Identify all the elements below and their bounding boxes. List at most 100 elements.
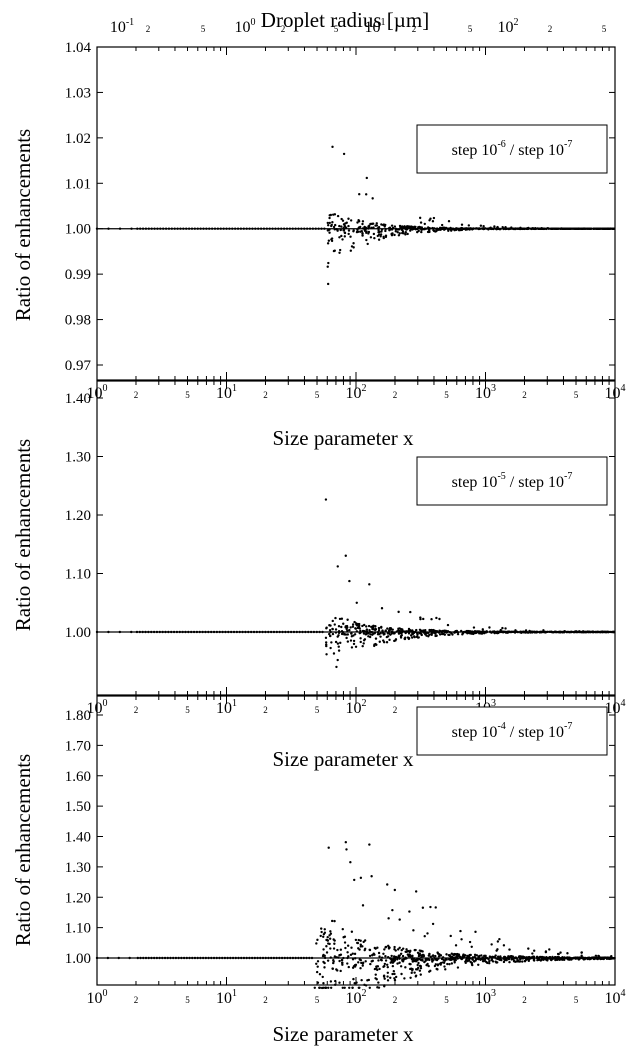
- x-tick-label-minor: 5: [315, 390, 320, 400]
- data-point: [377, 959, 380, 962]
- data-point: [594, 954, 598, 958]
- x-tick-label-minor: 2: [393, 390, 398, 400]
- data-point: [404, 636, 407, 639]
- data-point: [416, 633, 419, 636]
- data-point: [245, 227, 248, 230]
- data-point: [434, 963, 438, 966]
- data-point: [350, 632, 353, 635]
- data-point: [494, 631, 498, 634]
- data-point: [424, 628, 427, 632]
- data-point: [375, 978, 378, 981]
- data-point: [329, 213, 333, 217]
- data-point: [607, 956, 610, 959]
- data-point: [359, 943, 362, 946]
- data-point: [559, 951, 562, 954]
- data-point: [430, 628, 433, 632]
- data-point: [413, 635, 416, 638]
- top-axis-tick-label: 2: [146, 24, 151, 34]
- data-point: [414, 228, 418, 231]
- data-point: [364, 193, 368, 196]
- data-point: [381, 223, 385, 227]
- data-point: [380, 626, 383, 629]
- data-point: [398, 954, 401, 957]
- data-point: [259, 227, 263, 230]
- data-point: [525, 956, 528, 959]
- data-point: [457, 227, 460, 230]
- data-point: [341, 238, 344, 241]
- data-point: [353, 952, 357, 956]
- data-point: [361, 624, 364, 628]
- data-point: [398, 961, 401, 964]
- data-point: [451, 956, 454, 960]
- data-point: [317, 227, 320, 230]
- data-point: [404, 226, 408, 230]
- data-point: [331, 221, 334, 224]
- data-point: [377, 981, 380, 984]
- data-point: [342, 622, 345, 625]
- data-point: [271, 227, 274, 230]
- data-point: [358, 627, 361, 630]
- x-tick-label-minor: 2: [134, 390, 139, 400]
- data-point: [377, 238, 381, 241]
- data-point: [177, 956, 180, 960]
- data-point: [390, 954, 393, 958]
- data-point: [351, 986, 354, 989]
- data-point: [464, 954, 467, 957]
- data-point: [396, 958, 399, 961]
- x-tick-label-major: 100: [87, 698, 108, 717]
- data-point: [357, 227, 360, 230]
- data-point: [329, 930, 332, 933]
- data-point: [178, 630, 181, 634]
- data-point: [437, 227, 441, 231]
- data-point: [362, 961, 365, 964]
- data-point: [199, 227, 202, 230]
- data-point: [524, 958, 528, 962]
- data-point: [430, 617, 433, 621]
- data-point: [424, 227, 428, 230]
- data-point: [386, 627, 389, 630]
- data-point: [382, 235, 385, 239]
- data-point: [404, 233, 407, 236]
- data-point: [388, 638, 391, 642]
- data-point: [415, 631, 419, 635]
- data-point: [340, 629, 344, 633]
- data-point: [532, 949, 536, 952]
- data-point: [417, 961, 420, 965]
- data-point: [353, 620, 356, 624]
- data-point: [325, 644, 328, 648]
- data-point: [587, 630, 590, 634]
- data-point: [144, 630, 147, 634]
- data-point: [374, 224, 377, 227]
- scatter-series: [95, 841, 616, 990]
- data-point: [452, 227, 455, 230]
- data-point: [357, 961, 360, 964]
- data-point: [221, 630, 224, 634]
- data-point: [448, 962, 451, 966]
- data-point: [449, 229, 453, 232]
- data-point: [303, 227, 306, 230]
- data-point: [239, 227, 243, 230]
- data-point: [385, 641, 389, 644]
- data-point: [365, 238, 368, 242]
- data-point: [179, 227, 182, 230]
- data-point: [555, 227, 558, 230]
- data-point: [392, 970, 396, 973]
- data-point: [349, 249, 353, 252]
- data-point: [158, 630, 162, 634]
- data-point: [342, 956, 345, 960]
- data-point: [353, 633, 357, 636]
- data-point: [359, 629, 362, 633]
- data-point: [329, 956, 332, 959]
- data-point: [398, 228, 401, 231]
- x-axis-label-panel-2: Size parameter x: [272, 747, 414, 771]
- data-point: [527, 957, 530, 960]
- data-point: [348, 986, 351, 989]
- data-point: [382, 974, 386, 977]
- data-point: [216, 227, 220, 230]
- data-point: [410, 636, 414, 639]
- data-point: [427, 230, 430, 234]
- data-point: [335, 968, 338, 971]
- data-point: [326, 282, 330, 286]
- data-point: [577, 227, 581, 230]
- data-point: [415, 635, 419, 638]
